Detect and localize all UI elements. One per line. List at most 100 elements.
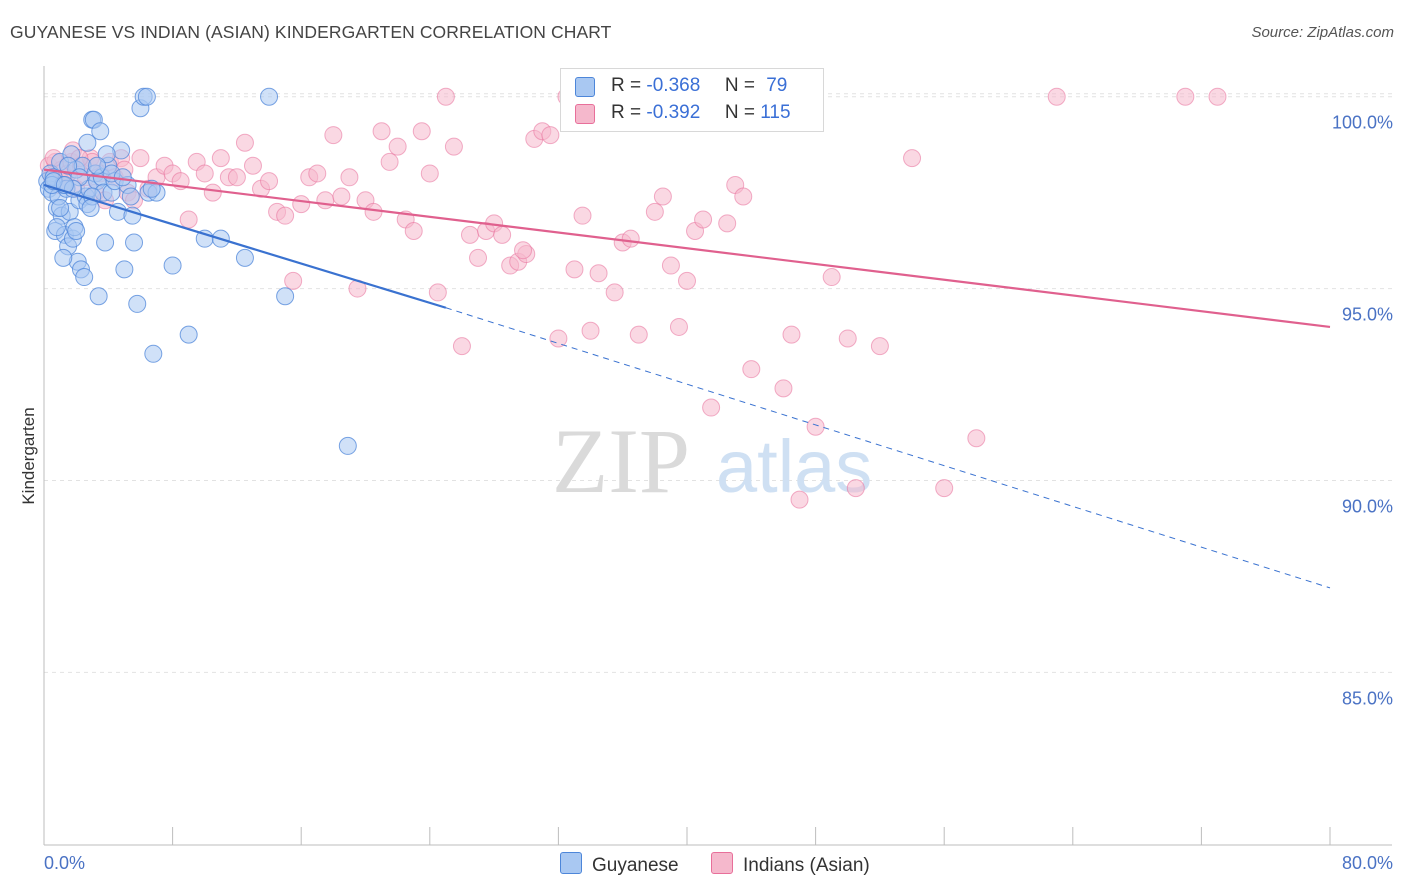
indians-point <box>388 137 407 156</box>
y-tick-label: 85.0% <box>1342 688 1393 708</box>
indians-point <box>838 329 857 348</box>
indians-point <box>243 156 262 175</box>
indians-point <box>605 283 624 302</box>
legend-n-label: N = <box>724 75 755 96</box>
indians-point <box>1176 87 1195 106</box>
chart-title: GUYANESE VS INDIAN (ASIAN) KINDERGARTEN … <box>10 22 612 42</box>
indians-point <box>493 225 512 244</box>
indians-point <box>380 152 399 171</box>
guyanese-point <box>113 168 132 187</box>
indians-point <box>332 187 351 206</box>
indians-point <box>846 479 865 498</box>
indians-point <box>573 206 592 225</box>
indians-point <box>549 329 568 348</box>
y-tick-label: 100.0% <box>1332 113 1393 133</box>
indians-point <box>460 225 479 244</box>
guyanese-point <box>47 218 66 237</box>
indians-point <box>203 183 222 202</box>
indians-point <box>131 149 150 168</box>
swatch-guyanese <box>560 852 582 874</box>
indians-point <box>903 149 922 168</box>
indians-point <box>702 398 721 417</box>
indians-point <box>316 191 335 210</box>
legend-n-value: 79 <box>766 75 788 96</box>
indians-point <box>404 222 423 241</box>
legend-n-label: N = <box>724 102 755 123</box>
guyanese-point <box>179 325 198 344</box>
indians-point <box>1047 87 1066 106</box>
source-note: Source: ZipAtlas.com <box>1251 24 1394 41</box>
indians-point <box>645 202 664 221</box>
indians-point <box>444 137 463 156</box>
trendlines <box>43 168 1331 589</box>
guyanese-point <box>144 344 163 363</box>
indians-point <box>452 337 471 356</box>
indians-point <box>581 321 600 340</box>
gridlines <box>44 93 1392 673</box>
legend-swatch-guyanese <box>575 77 595 97</box>
indians-point <box>372 122 391 141</box>
indians-point <box>935 479 954 498</box>
indians-point <box>227 168 246 187</box>
indians-point <box>565 260 584 279</box>
legend-r-value: -0.368 <box>646 75 701 96</box>
guyanese-points <box>38 87 357 455</box>
indians-point <box>669 317 688 336</box>
guyanese-point <box>78 133 97 152</box>
indians-point <box>782 325 801 344</box>
guyanese-point <box>97 145 116 164</box>
guyanese-point <box>51 198 70 217</box>
indians-point <box>822 268 841 287</box>
guyanese-point <box>121 187 140 206</box>
guyanese-point <box>59 156 78 175</box>
indians-point <box>589 264 608 283</box>
x-tick-labels: 0.0% 80.0% <box>44 853 1393 873</box>
indians-point <box>734 187 753 206</box>
indians-point <box>653 187 672 206</box>
indians-point <box>276 206 295 225</box>
guyanese-point <box>115 260 134 279</box>
indians-point <box>774 379 793 398</box>
indians-point <box>718 214 737 233</box>
guyanese-point <box>235 248 254 267</box>
indians-point <box>179 210 198 229</box>
indians-point <box>412 122 431 141</box>
y-tick-labels: 85.0% 90.0% 95.0% 100.0% <box>1332 113 1393 709</box>
indians-points <box>39 87 1227 509</box>
indians-point <box>340 168 359 187</box>
indians-point <box>661 256 680 275</box>
watermark-zip: ZIP <box>552 410 690 512</box>
guyanese-point <box>67 222 86 241</box>
legend-label-indians: Indians (Asian) <box>743 855 870 876</box>
guyanese-point <box>88 156 107 175</box>
legend-r-label: R = <box>611 102 642 123</box>
indians-point <box>211 149 230 168</box>
indians-point <box>324 126 343 145</box>
guyanese-point <box>142 179 161 198</box>
swatch-indians <box>711 852 733 874</box>
indians-point <box>870 337 889 356</box>
indians-point <box>308 164 327 183</box>
indians-point <box>621 229 640 248</box>
legend-item-guyanese: Guyanese <box>560 852 679 877</box>
guyanese-point <box>89 287 108 306</box>
indians-point <box>469 248 488 267</box>
indians-point <box>284 271 303 290</box>
guyanese-point <box>260 87 279 106</box>
guyanese-point <box>276 287 295 306</box>
indians-point <box>235 133 254 152</box>
guyanese-point <box>91 122 110 141</box>
indians-point <box>420 164 439 183</box>
guyanese-point <box>96 233 115 252</box>
indians-point <box>678 271 696 290</box>
guyanese-point <box>54 248 73 267</box>
x-tick-label-max: 80.0% <box>1342 853 1393 873</box>
legend-label-guyanese: Guyanese <box>592 855 679 876</box>
guyanese-point <box>128 294 147 313</box>
legend-n-value: 115 <box>760 102 791 123</box>
guyanese-trendline <box>43 183 447 309</box>
y-tick-label: 90.0% <box>1342 496 1393 516</box>
indians-point <box>260 172 279 191</box>
indians-point <box>694 210 713 229</box>
